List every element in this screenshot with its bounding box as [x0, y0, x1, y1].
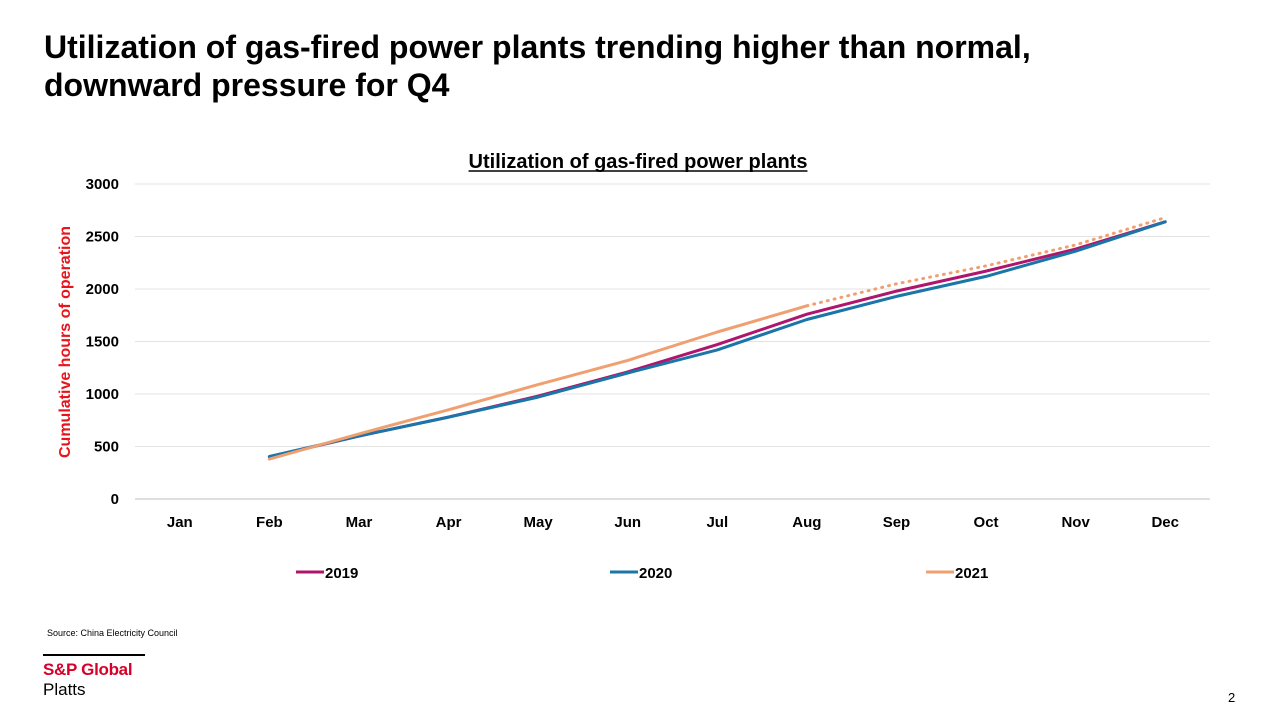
x-tick-label: Jul — [706, 514, 728, 531]
y-tick-label: 0 — [111, 491, 119, 508]
y-axis-label: Cumulative hours of operation — [57, 226, 74, 458]
y-tick-label: 1000 — [86, 386, 119, 403]
x-tick-label: Dec — [1151, 514, 1179, 531]
series-lines — [267, 216, 1167, 461]
legend-label-2020: 2020 — [639, 565, 672, 582]
source-note: Source: China Electricity Council — [47, 628, 178, 638]
y-tick-label: 3000 — [86, 176, 119, 193]
x-tick-label: Nov — [1061, 514, 1090, 531]
x-tick-label: Jun — [614, 514, 641, 531]
legend-label-2021: 2021 — [955, 565, 988, 582]
x-tick-label: Apr — [436, 514, 462, 531]
slide-title-line-2: downward pressure for Q4 — [44, 67, 450, 103]
legend-label-2019: 2019 — [325, 565, 358, 582]
slide-title-line-1: Utilization of gas-fired power plants tr… — [44, 29, 1031, 65]
x-tick-label: Feb — [256, 514, 283, 531]
page-number: 2 — [1228, 690, 1236, 705]
y-axis-ticks: 0 500 1000 1500 2000 2500 3000 — [86, 176, 119, 508]
y-tick-label: 500 — [94, 439, 119, 456]
logo-rule — [43, 654, 145, 656]
x-tick-label: Oct — [974, 514, 999, 531]
logo-text-platts: Platts — [43, 680, 86, 699]
logo-text-sp-global: S&P Global — [43, 660, 133, 679]
series-line-projection-2021 — [805, 216, 1167, 308]
x-tick-label: Sep — [883, 514, 911, 531]
sp-global-platts-logo: S&P Global Platts — [43, 654, 145, 700]
x-tick-label: Mar — [346, 514, 373, 531]
y-tick-label: 1500 — [86, 334, 119, 351]
x-axis-ticks: Jan Feb Mar Apr May Jun Jul Aug Sep Oct Nov Dec — [167, 514, 1179, 531]
slide-title: Utilization of gas-fired power plants tr… — [44, 28, 1224, 104]
gridlines — [135, 183, 1210, 500]
y-tick-label: 2000 — [86, 281, 119, 298]
x-tick-label: Jan — [167, 514, 193, 531]
y-tick-label: 2500 — [86, 229, 119, 246]
x-tick-label: Aug — [792, 514, 821, 531]
legend: 2019 2020 2021 — [296, 565, 988, 582]
chart-title: Utilization of gas-fired power plants — [469, 151, 808, 173]
x-tick-label: May — [524, 514, 554, 531]
series-line-2021 — [267, 304, 809, 461]
series-line-2020 — [267, 220, 1167, 458]
